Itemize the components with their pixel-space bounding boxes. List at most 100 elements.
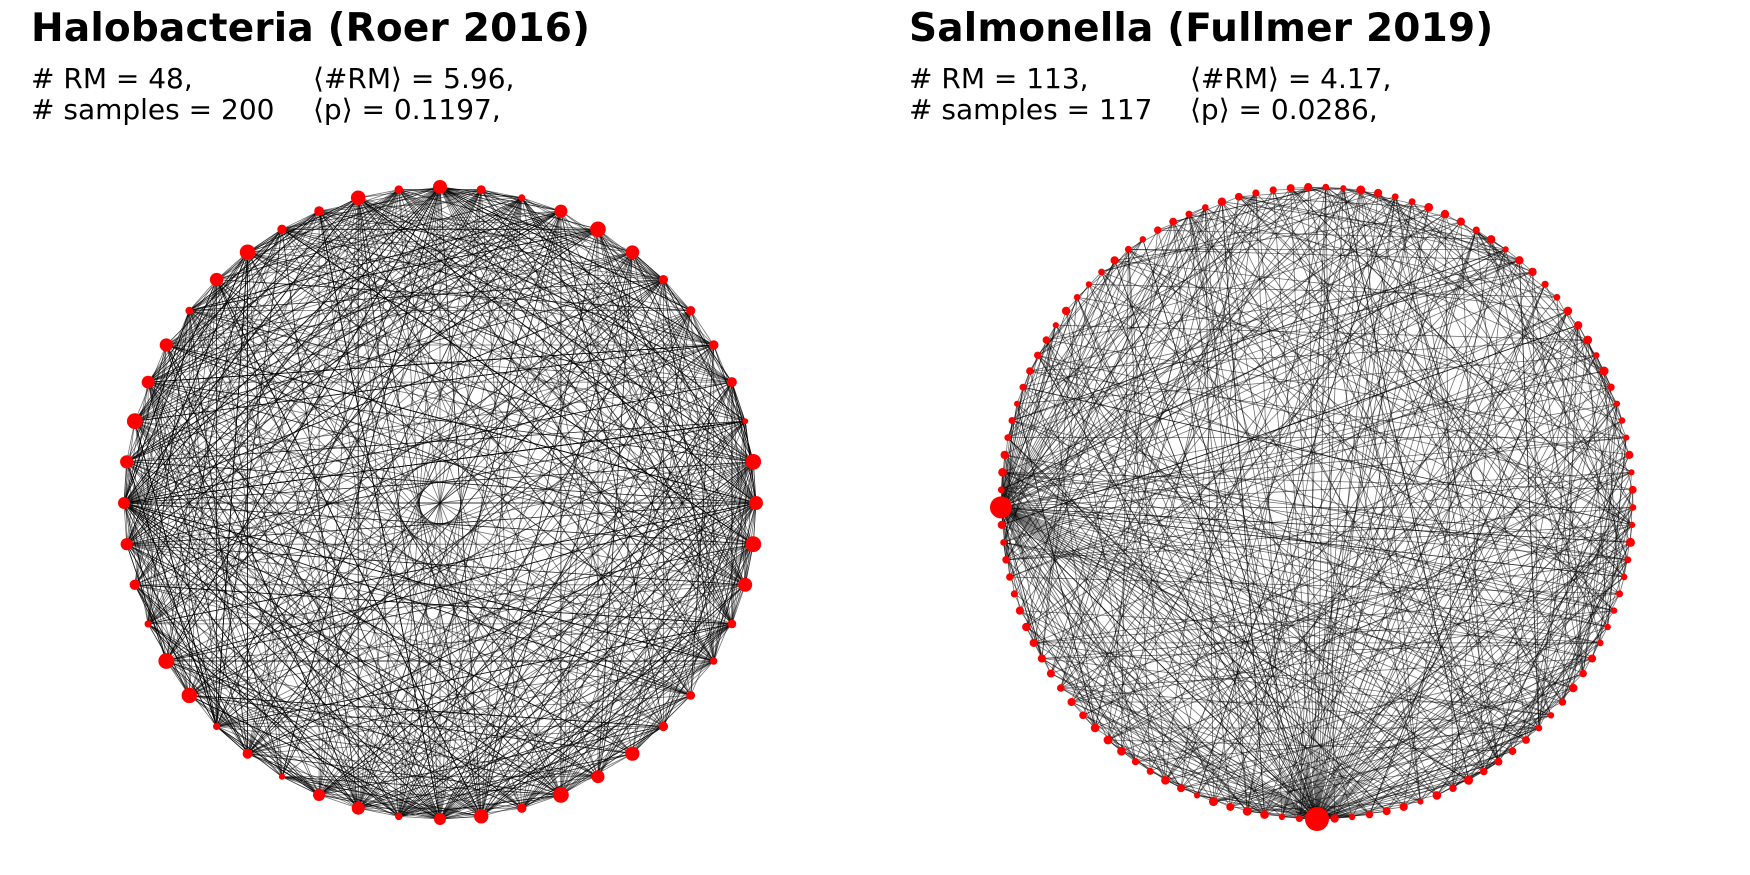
network-edge: [398, 210, 562, 817]
network-edge: [560, 726, 664, 796]
network-edge: [1000, 507, 1574, 689]
network-edge: [1019, 221, 1174, 611]
network-node: [1610, 607, 1618, 614]
network-node: [1583, 335, 1593, 345]
network-edge: [123, 502, 633, 755]
network-edge: [189, 197, 359, 311]
network-node: [1000, 450, 1009, 460]
network-edge: [1128, 249, 1520, 261]
network-node: [1508, 747, 1517, 755]
network-edge: [247, 251, 664, 280]
network-edge: [1213, 714, 1552, 802]
network-edge: [1512, 472, 1632, 752]
network-edge: [134, 420, 714, 662]
network-node: [278, 773, 286, 780]
network-edge: [1001, 489, 1608, 628]
network-edge: [1007, 437, 1387, 812]
network-edge: [123, 502, 248, 754]
network-edge: [1587, 339, 1630, 456]
network-edge: [1475, 229, 1631, 543]
network-edge: [189, 252, 633, 696]
network-edge: [1001, 249, 1506, 491]
network-edge: [1452, 687, 1574, 789]
network-node: [1124, 245, 1132, 253]
network-edge: [147, 381, 733, 625]
network-edge: [1003, 542, 1574, 689]
network-edge: [1037, 355, 1318, 820]
network-edge: [126, 310, 190, 545]
network-edge: [1290, 187, 1633, 526]
network-edge: [398, 815, 441, 820]
network-node: [1161, 776, 1170, 785]
network-edge: [166, 344, 633, 755]
network-edge: [216, 210, 562, 727]
network-edge: [318, 210, 523, 809]
network-edge: [247, 279, 664, 754]
network-edge: [1065, 310, 1421, 802]
network-edge: [1444, 214, 1454, 789]
network-node: [1177, 784, 1185, 793]
network-edge: [247, 197, 359, 754]
network-edge: [1055, 324, 1588, 341]
network-edge: [1002, 471, 1633, 491]
network-edge: [1468, 489, 1634, 781]
network-edge: [1299, 187, 1327, 819]
network-edge: [663, 544, 754, 727]
network-edge: [398, 189, 522, 199]
network-edge: [147, 229, 283, 383]
network-edge: [147, 381, 359, 809]
network-edge: [731, 381, 746, 422]
network-edge: [521, 197, 664, 280]
network-node: [277, 224, 287, 234]
network-edge: [188, 197, 359, 696]
network-node: [242, 748, 253, 759]
network-node: [1628, 485, 1637, 494]
network-edge: [1165, 297, 1558, 781]
network-edge: [318, 794, 359, 809]
network-edge: [1316, 727, 1540, 820]
network-edge: [1173, 186, 1326, 222]
network-node: [1593, 352, 1600, 359]
network-edge: [318, 623, 733, 796]
network-node: [1597, 639, 1604, 647]
network-edge: [189, 543, 754, 696]
network-edge: [216, 279, 441, 820]
network-edge: [1009, 213, 1190, 578]
network-edge: [281, 186, 441, 777]
network-edge: [1055, 325, 1318, 820]
network-edge: [1360, 189, 1574, 689]
network-node: [1015, 606, 1024, 615]
network-edge: [126, 197, 523, 545]
network-edge: [1001, 524, 1527, 741]
network-edge: [216, 543, 754, 727]
network-node: [518, 194, 526, 202]
network-node: [1304, 183, 1313, 192]
network-edge: [1325, 186, 1618, 405]
network-edge: [1082, 454, 1630, 716]
network-edge: [1001, 524, 1248, 812]
network-edge: [165, 344, 359, 809]
network-edge: [1000, 507, 1166, 781]
network-edge: [1071, 201, 1223, 703]
network-node: [990, 496, 1012, 519]
network-edge: [1045, 339, 1265, 815]
network-edge: [1490, 239, 1584, 674]
network-edge: [147, 186, 441, 625]
network-node: [1185, 210, 1193, 218]
network-edge: [1238, 196, 1625, 578]
network-edge: [1050, 192, 1257, 674]
network-edge: [731, 461, 754, 624]
network-edge: [1016, 354, 1597, 405]
network-edge: [281, 776, 320, 796]
network-node: [1356, 185, 1366, 195]
network-edge: [1002, 471, 1628, 561]
network-edge: [1009, 576, 1096, 729]
network-edge: [1000, 239, 1144, 508]
network-edge: [521, 726, 664, 809]
network-edge: [166, 344, 754, 463]
network-edge: [188, 310, 400, 817]
network-node: [1588, 654, 1597, 663]
network-edge: [247, 252, 523, 809]
network-edge: [398, 189, 746, 422]
network-edge: [247, 251, 714, 346]
